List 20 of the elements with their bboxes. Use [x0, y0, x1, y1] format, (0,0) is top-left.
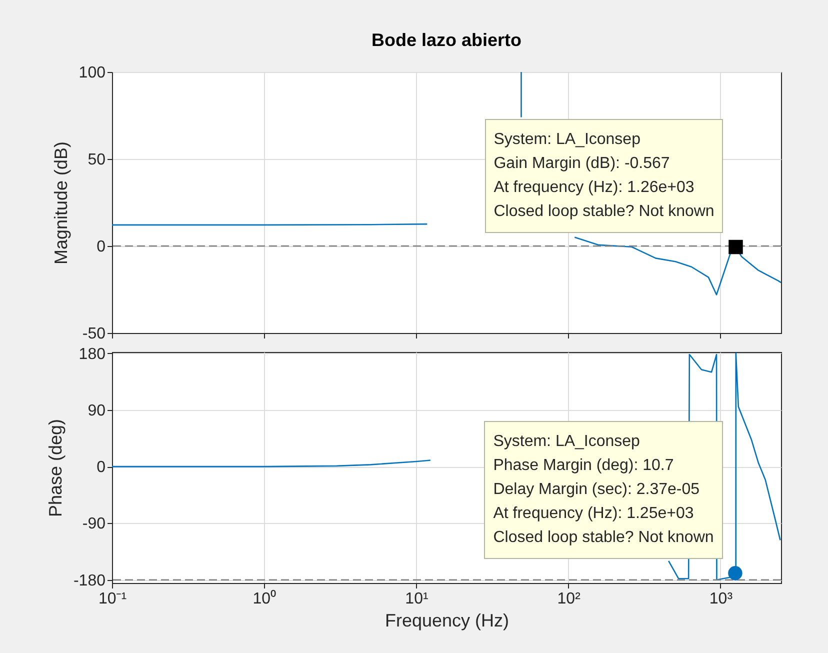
- y-axis-title: Phase (deg): [45, 418, 66, 518]
- x-tick-label: 10²: [557, 590, 582, 608]
- y-tick-label: -90: [82, 516, 106, 533]
- x-axis-title: Frequency (Hz): [384, 610, 510, 630]
- y-tick-label: 100: [78, 64, 106, 82]
- y-tick-label: 180: [78, 346, 106, 363]
- y-tick-label: 50: [88, 152, 106, 168]
- x-tick-label: 10¹: [405, 590, 428, 608]
- y-tick-label: 0: [96, 238, 106, 256]
- y-tick-label: 0: [96, 459, 106, 476]
- x-tick-label: 10³: [709, 590, 734, 608]
- tooltip-box: System: LA_Iconsep Gain Margin (dB): -0.567 At frequency (Hz): 1.26e+03 Closed loop stable? Not known: [484, 118, 724, 233]
- x-tick-label: 10⁰: [252, 590, 277, 608]
- y-tick-label: -180: [73, 572, 106, 590]
- tooltip-box: System: LA_Iconsep Phase Margin (deg): 10.7 Delay Margin (sec): 2.37e-05 At frequency (Hz): 1.25e+03 Closed loop stable? Not known: [484, 421, 723, 560]
- y-axis-title: Magnitude (dB): [50, 141, 71, 265]
- y-tick-label: 90: [88, 402, 106, 420]
- chart-title: Bode lazo abierto: [371, 30, 522, 50]
- x-tick-label: 10⁻¹: [98, 590, 127, 608]
- y-tick-label: -50: [82, 326, 106, 342]
